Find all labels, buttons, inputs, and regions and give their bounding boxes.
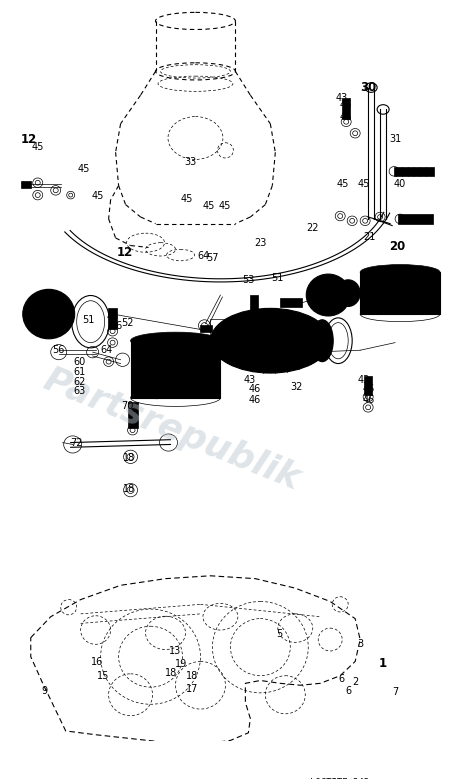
Text: 9: 9 bbox=[42, 686, 48, 696]
Text: 18: 18 bbox=[165, 668, 177, 679]
Bar bbox=[108, 308, 117, 330]
Text: 45: 45 bbox=[32, 142, 44, 152]
Text: 15: 15 bbox=[97, 671, 109, 681]
Text: 18: 18 bbox=[123, 453, 135, 464]
Bar bbox=[130, 340, 220, 398]
Text: 64: 64 bbox=[100, 345, 112, 355]
Text: 22: 22 bbox=[307, 224, 319, 234]
Text: 46: 46 bbox=[340, 100, 352, 111]
Text: 32: 32 bbox=[290, 382, 302, 392]
Text: 2: 2 bbox=[352, 677, 359, 687]
Text: LOCTITE 242: LOCTITE 242 bbox=[310, 777, 369, 779]
Ellipse shape bbox=[336, 280, 360, 306]
Text: 43: 43 bbox=[335, 93, 347, 103]
Ellipse shape bbox=[130, 332, 220, 349]
Text: 45: 45 bbox=[202, 201, 215, 211]
Ellipse shape bbox=[311, 319, 333, 361]
Bar bbox=[342, 98, 350, 119]
Bar bbox=[364, 376, 372, 395]
Text: 70: 70 bbox=[122, 401, 134, 411]
Text: 55: 55 bbox=[286, 357, 298, 367]
Bar bbox=[21, 181, 31, 189]
Text: Partsrepublik: Partsrepublik bbox=[38, 363, 305, 497]
Circle shape bbox=[37, 303, 61, 326]
Text: 63: 63 bbox=[73, 386, 86, 397]
Text: 6: 6 bbox=[346, 686, 352, 696]
Bar bbox=[250, 295, 258, 314]
Text: 45: 45 bbox=[78, 164, 90, 174]
Text: 45: 45 bbox=[218, 201, 231, 211]
Bar bbox=[211, 319, 226, 340]
Text: 46: 46 bbox=[362, 396, 374, 405]
Bar bbox=[394, 167, 434, 176]
Text: 18: 18 bbox=[123, 485, 135, 495]
Circle shape bbox=[23, 289, 75, 339]
Circle shape bbox=[340, 286, 356, 301]
Circle shape bbox=[316, 284, 340, 306]
Bar bbox=[156, 354, 162, 373]
Text: 53: 53 bbox=[243, 275, 255, 285]
Text: 46: 46 bbox=[340, 112, 352, 122]
Circle shape bbox=[306, 274, 350, 316]
Bar bbox=[360, 272, 440, 314]
Text: 50: 50 bbox=[36, 311, 53, 324]
Bar bbox=[128, 402, 138, 428]
Text: 3: 3 bbox=[357, 639, 363, 649]
Text: 51: 51 bbox=[82, 315, 94, 326]
Text: 45: 45 bbox=[358, 179, 370, 189]
Text: 7: 7 bbox=[392, 687, 398, 696]
Text: 46: 46 bbox=[248, 384, 261, 394]
Text: 45: 45 bbox=[337, 179, 349, 189]
Text: 45: 45 bbox=[181, 194, 194, 203]
Bar bbox=[398, 214, 433, 224]
Text: 13: 13 bbox=[169, 646, 181, 656]
Text: 16: 16 bbox=[91, 657, 104, 667]
Text: 72: 72 bbox=[70, 439, 82, 449]
Ellipse shape bbox=[360, 265, 440, 280]
Text: 57: 57 bbox=[207, 253, 219, 263]
Text: 54: 54 bbox=[324, 290, 336, 300]
Text: 17: 17 bbox=[185, 685, 198, 695]
Text: 21: 21 bbox=[363, 232, 375, 242]
Text: 52: 52 bbox=[121, 318, 134, 327]
Text: 56: 56 bbox=[52, 345, 64, 355]
Bar bbox=[280, 298, 302, 308]
Text: 43: 43 bbox=[358, 375, 370, 385]
Text: 12: 12 bbox=[116, 245, 132, 259]
Text: 61: 61 bbox=[73, 367, 86, 377]
Text: 46: 46 bbox=[362, 384, 374, 394]
Text: 6: 6 bbox=[338, 674, 344, 684]
Text: 19: 19 bbox=[175, 659, 188, 669]
Text: 20: 20 bbox=[389, 240, 405, 252]
Text: 45: 45 bbox=[91, 192, 104, 202]
Text: 30: 30 bbox=[360, 81, 376, 94]
Bar bbox=[200, 326, 212, 332]
Text: 62: 62 bbox=[73, 377, 86, 387]
Text: 43: 43 bbox=[106, 312, 118, 323]
Text: 12: 12 bbox=[21, 133, 37, 146]
Text: 43: 43 bbox=[244, 375, 256, 385]
Text: 31: 31 bbox=[389, 135, 401, 144]
Text: 1: 1 bbox=[378, 657, 387, 670]
Text: 18: 18 bbox=[185, 671, 198, 681]
Text: 23: 23 bbox=[254, 238, 267, 249]
Text: 64: 64 bbox=[198, 251, 210, 261]
Ellipse shape bbox=[211, 308, 330, 373]
Text: 46: 46 bbox=[111, 321, 123, 331]
Circle shape bbox=[289, 358, 299, 368]
Text: 51: 51 bbox=[271, 273, 283, 283]
Text: 40: 40 bbox=[394, 179, 406, 189]
Text: 5: 5 bbox=[276, 629, 283, 639]
Text: 46: 46 bbox=[248, 396, 261, 405]
Text: 33: 33 bbox=[184, 157, 197, 167]
Text: 60: 60 bbox=[73, 357, 86, 367]
